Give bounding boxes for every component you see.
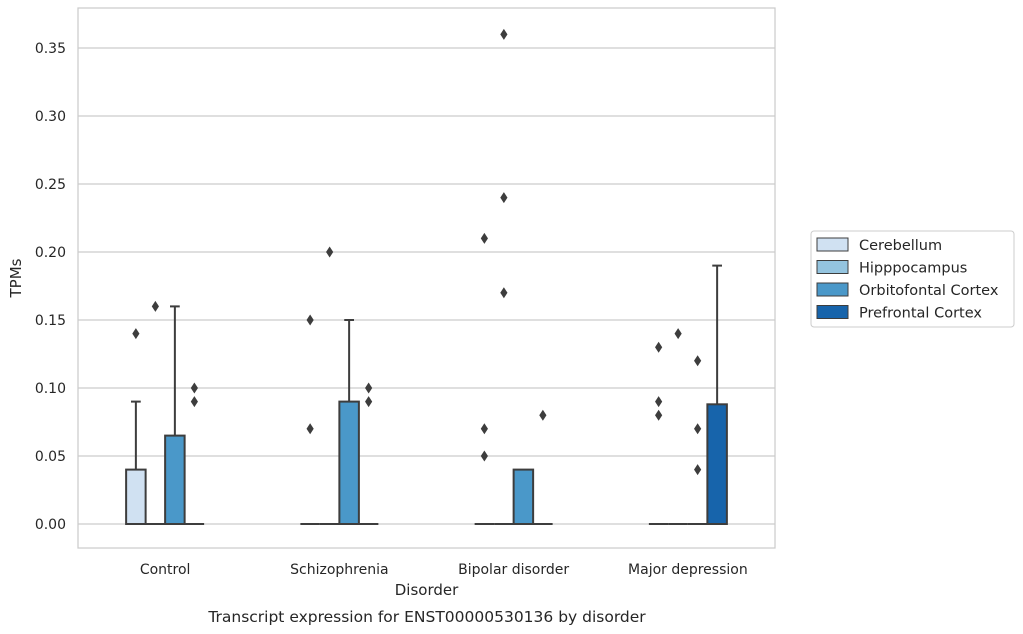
outlier-point (694, 464, 702, 476)
box-cerebellum (300, 314, 320, 525)
box-prefrontal-cortex (358, 382, 379, 525)
outlier-point (326, 246, 334, 258)
outlier-point (190, 396, 198, 408)
outlier-point (674, 328, 682, 340)
outlier-point (694, 423, 702, 435)
box-hipppocampus (668, 328, 688, 525)
y-tick-label: 0.30 (35, 109, 66, 125)
y-tick-label: 0.25 (35, 177, 66, 193)
y-tick-label: 0.10 (35, 381, 66, 397)
x-tick-label: Schizophrenia (290, 562, 388, 578)
y-tick-label: 0.15 (35, 313, 66, 329)
box-rect (125, 468, 147, 526)
legend-label: Cerebellum (859, 238, 942, 254)
outlier-point (151, 300, 159, 312)
legend-label: Orbitofontal Cortex (859, 283, 999, 299)
outlier-point (480, 450, 488, 462)
box-rect (512, 468, 535, 526)
legend-frame (810, 230, 1015, 328)
y-tick-label: 0.20 (35, 245, 66, 261)
x-tick-labels: Control Schizophrenia Bipolar disorder Majo… (140, 562, 748, 578)
x-tick-label: Major depression (628, 562, 748, 578)
y-axis-label: TPMs (7, 258, 25, 298)
outlier-point (480, 423, 488, 435)
x-tick-label: Bipolar disorder (458, 562, 569, 578)
x-tick-label: Control (140, 562, 191, 578)
outlier-point (500, 192, 508, 204)
boxes (125, 28, 728, 526)
outlier-point (694, 355, 702, 367)
box-prefrontal-cortex (706, 264, 728, 526)
box-rect (164, 434, 186, 526)
box-cerebellum (474, 232, 495, 525)
plot-frame (77, 7, 776, 549)
box-orbitofontal-cortex (512, 468, 535, 526)
outlier-point (132, 328, 140, 340)
outlier-point (306, 314, 314, 326)
box-rect (338, 400, 360, 526)
box-hipppocampus (494, 28, 514, 525)
legend-swatch (816, 237, 849, 252)
box-hipppocampus (319, 246, 340, 525)
outlier-point (500, 28, 508, 40)
y-tick-label: 0.00 (35, 517, 66, 533)
y-tick-label: 0.35 (35, 41, 66, 57)
legend-label: Prefrontal Cortex (859, 306, 982, 322)
outlier-point (365, 396, 373, 408)
outlier-point (655, 409, 663, 421)
box-cerebellum (648, 341, 669, 525)
y-tick-labels: 0.00 0.05 0.10 0.15 0.20 0.25 0.30 0.35 (35, 41, 66, 533)
legend: Cerebellum Hipppocampus Orbitofontal Corte… (810, 230, 1015, 328)
y-tick-label: 0.05 (35, 449, 66, 465)
outlier-point (480, 232, 488, 244)
box-prefrontal-cortex (184, 382, 205, 525)
outlier-point (655, 396, 663, 408)
legend-swatch (816, 260, 849, 274)
legend-swatch (816, 305, 849, 319)
box-hipppocampus (145, 300, 166, 525)
legend-label: Hipppocampus (859, 261, 967, 277)
outlier-point (500, 287, 508, 299)
outlier-point (655, 341, 663, 353)
box-rect (706, 403, 728, 526)
x-axis-label: Disorder (395, 581, 459, 599)
legend-swatch (816, 282, 849, 297)
box-cerebellum (125, 328, 147, 526)
outlier-point (539, 409, 547, 421)
outlier-point (190, 382, 198, 394)
chart-caption: Transcript expression for ENST0000053013… (207, 608, 646, 626)
box-prefrontal-cortex (533, 409, 553, 525)
box-orbitofontal-cortex (164, 305, 186, 526)
box-orbitofontal-cortex (687, 355, 708, 525)
box-orbitofontal-cortex (338, 319, 360, 526)
outlier-point (306, 423, 314, 435)
outlier-point (365, 382, 373, 394)
